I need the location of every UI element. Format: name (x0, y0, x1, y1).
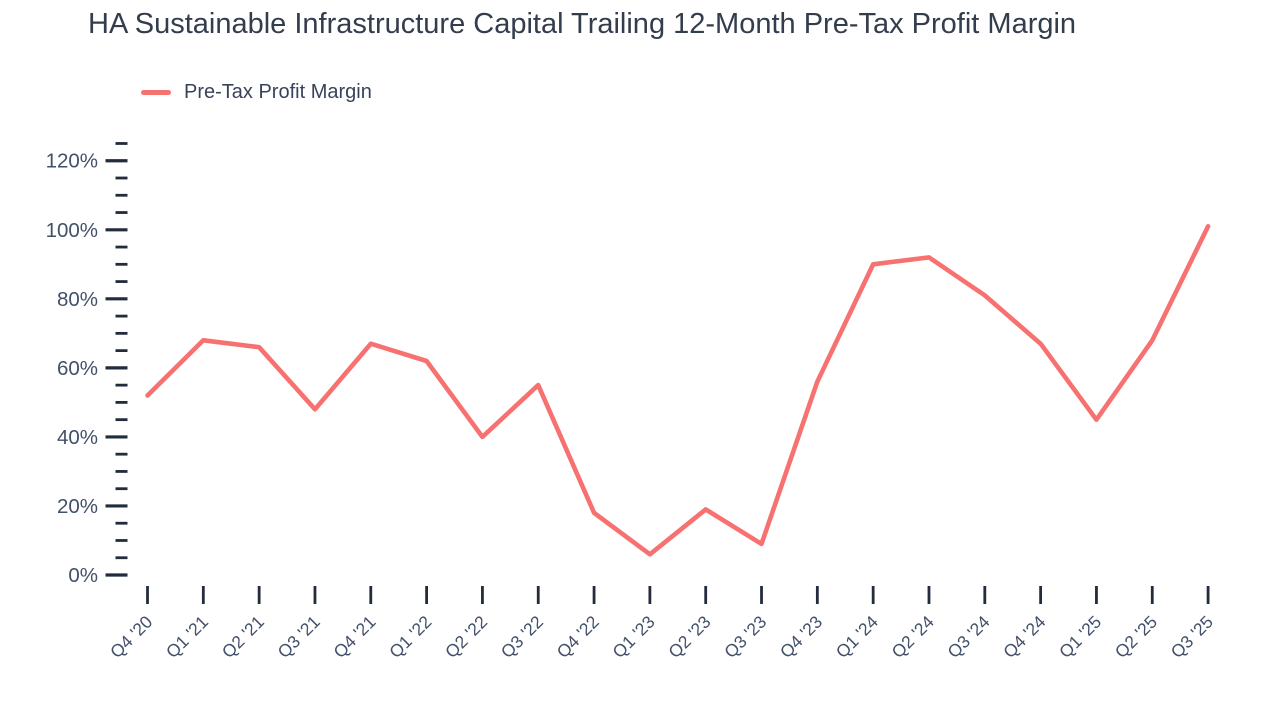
legend-item-label: Pre-Tax Profit Margin (184, 81, 372, 103)
x-axis-tick-label: Q4 '20 (106, 611, 156, 661)
series-line-pretax-profit-margin (145, 224, 1211, 557)
x-axis-tick-label: Q1 '24 (832, 611, 882, 661)
x-axis-tick-label: Q4 '23 (776, 612, 826, 662)
y-axis-tick-label: 100% (46, 219, 98, 242)
x-axis-tick-label: Q4 '24 (999, 611, 1049, 661)
x-axis-tick-label: Q1 '23 (608, 612, 658, 662)
x-axis-tick-label: Q3 '23 (720, 612, 770, 662)
x-axis-tick-label: Q2 '22 (441, 612, 491, 662)
legend: Pre-Tax Profit Margin (141, 81, 372, 104)
x-axis-tick-label: Q2 '25 (1111, 612, 1161, 662)
y-axis-tick-label: 80% (57, 288, 98, 311)
x-axis-tick-label: Q1 '25 (1055, 612, 1105, 662)
legend-line-swatch-icon (141, 90, 171, 95)
y-axis-tick-label: 120% (46, 150, 98, 173)
y-axis-tick-label: 20% (57, 495, 98, 518)
x-axis-tick-label: Q2 '24 (888, 611, 938, 661)
y-axis-tick-label: 60% (57, 357, 98, 380)
x-axis-tick-label: Q1 '21 (162, 612, 212, 662)
x-axis-tick-label: Q4 '22 (553, 612, 603, 662)
x-axis-tick-label: Q4 '21 (329, 612, 379, 662)
x-axis-tick-label: Q2 '23 (664, 612, 714, 662)
chart-title: HA Sustainable Infrastructure Capital Tr… (88, 8, 1077, 40)
x-axis-tick-label: Q3 '24 (943, 611, 993, 661)
x-axis-tick-label: Q3 '22 (497, 612, 547, 662)
x-axis-tick-label: Q3 '25 (1167, 612, 1217, 662)
y-axis-tick-label: 40% (57, 426, 98, 449)
x-axis-tick-label: Q3 '21 (274, 612, 324, 662)
legend-item-pretax-profit-margin[interactable]: Pre-Tax Profit Margin (141, 81, 372, 104)
x-axis-tick-label: Q2 '21 (218, 612, 268, 662)
y-axis-tick-label: 0% (68, 564, 98, 587)
x-axis-tick-label: Q1 '22 (385, 612, 435, 662)
